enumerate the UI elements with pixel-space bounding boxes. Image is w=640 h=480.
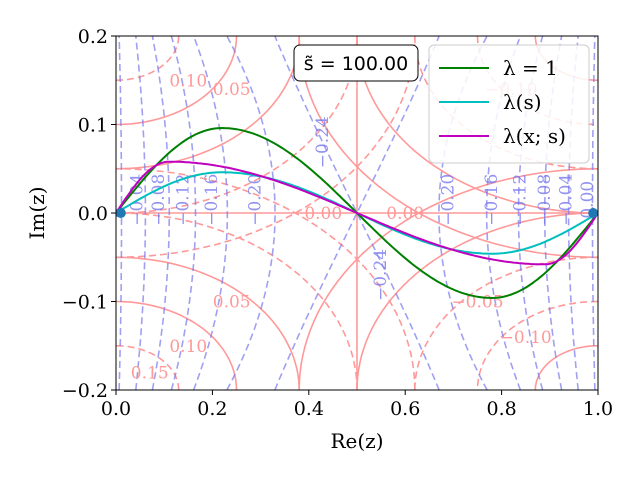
- red-contour-label: −0.10: [500, 328, 552, 348]
- blue-contour-label: −0.20: [438, 174, 458, 226]
- series-lines: [116, 126, 598, 300]
- series-line-2: [116, 160, 598, 266]
- blue-contour: [151, 36, 171, 390]
- y-tick-label: 0.0: [78, 203, 108, 225]
- x-axis-ticks: 0.0 0.2 0.4 0.6 0.8 1.0: [101, 390, 613, 420]
- blue-contour: [274, 36, 440, 390]
- legend-label: λ(s): [503, 90, 542, 114]
- blue-contour-label: −0.08: [535, 174, 555, 226]
- x-tick-label: 0.4: [294, 398, 324, 420]
- red-contour: [356, 212, 598, 390]
- legend-label: λ = 1: [503, 56, 558, 80]
- red-contour: [476, 300, 598, 390]
- blue-contour: [567, 36, 579, 390]
- red-contour: [116, 36, 358, 214]
- blue-contour-label: −0.12: [511, 174, 531, 226]
- legend-frame: [428, 44, 590, 164]
- x-tick-label: 1.0: [583, 398, 613, 420]
- blue-contour-label: −0.12: [173, 174, 193, 226]
- blue-contour-label: −0.16: [202, 174, 222, 226]
- x-tick-label: 0.2: [197, 398, 227, 420]
- x-axis-title: Re(z): [330, 429, 383, 453]
- y-tick-label: −0.1: [62, 292, 108, 314]
- y-axis-title: Im(z): [25, 186, 49, 239]
- y-tick-label: 0.1: [78, 115, 108, 137]
- blue-contour-label: −0.08: [149, 174, 169, 226]
- red-contour: [298, 168, 598, 390]
- red-contour: [116, 36, 180, 82]
- y-axis-ticks: −0.2 −0.1 0.0 0.1 0.2: [62, 26, 116, 402]
- red-contour: [534, 345, 598, 390]
- red-contour: [116, 300, 238, 390]
- blue-contour-label: −0.16: [482, 174, 502, 226]
- red-contour: [116, 345, 180, 390]
- blue-contour: [192, 36, 229, 390]
- red-contour: [116, 36, 238, 126]
- red-contour-label: 0.10: [169, 71, 207, 91]
- blue-contour: [135, 36, 147, 390]
- x-tick-label: 0.6: [390, 398, 420, 420]
- red-contour-label: −0.05: [451, 293, 503, 313]
- red-contour-label: 0.00: [304, 204, 342, 224]
- endpoint-marker: [115, 208, 126, 218]
- blue-contour: [543, 36, 563, 390]
- red-contour-label: 0.00: [386, 204, 424, 224]
- blue-contour-label: −0.04: [556, 174, 576, 226]
- red-contour-label: 0.10: [169, 337, 207, 357]
- red-contour: [116, 36, 416, 259]
- blue-contour-label: −0.24: [313, 116, 333, 168]
- endpoint-markers: [115, 208, 599, 218]
- y-tick-label: 0.2: [78, 26, 108, 48]
- red-contour: [356, 36, 598, 214]
- blue-contour-label: −0.24: [371, 249, 391, 301]
- annotation-box: s̃ = 100.00: [293, 44, 419, 82]
- y-tick-label: −0.2: [62, 380, 108, 402]
- blue-contour: [274, 36, 440, 390]
- x-tick-label: 0.8: [486, 398, 516, 420]
- endpoint-marker: [588, 208, 599, 218]
- red-contour-label: 0.05: [213, 293, 251, 313]
- red-contour: [116, 256, 300, 390]
- blue-contour: [170, 36, 197, 390]
- annotation-text: s̃ = 100.00: [304, 53, 408, 75]
- legend-label: λ(x; s): [503, 124, 566, 148]
- red-contour-label: 0.15: [131, 363, 169, 383]
- red-contour-label: 0.05: [213, 80, 251, 100]
- red-contour: [414, 256, 598, 390]
- red-contour: [116, 36, 300, 170]
- blue-contour-label: −0.20: [246, 174, 266, 226]
- red-contour: [116, 212, 358, 390]
- x-tick-label: 0.0: [101, 398, 131, 420]
- legend: λ = 1 λ(s) λ(x; s): [428, 44, 590, 164]
